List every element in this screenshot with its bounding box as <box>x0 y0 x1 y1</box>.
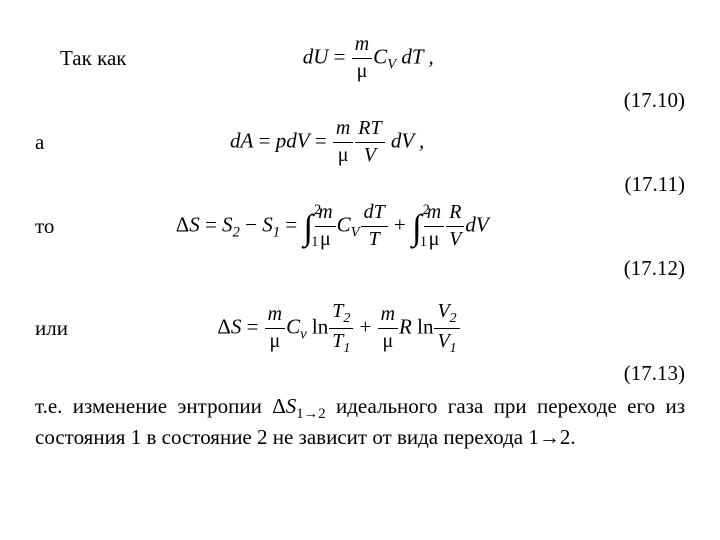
eqnum-row-4: (17.13) <box>35 360 685 387</box>
equation-3: ΔS = S2 − S1 = ∫21mμCVdTT + ∫21mμRVdV <box>54 200 610 253</box>
equation-2: dA = pdV = mμRTV dV , <box>44 116 610 169</box>
equation-number-2: (17.11) <box>610 171 685 198</box>
equation-row-2: а dA = pdV = mμRTV dV , <box>35 116 685 169</box>
paragraph-text: т.е. изменение энтропии ΔS1→2 идеального… <box>35 393 685 452</box>
lead-text-1: Так как <box>35 45 127 72</box>
equation-number-4: (17.13) <box>610 360 685 387</box>
eqnum-row-1: (17.10) <box>35 87 685 114</box>
equation-number-1: (17.10) <box>610 87 685 114</box>
eqnum-row-2: (17.11) <box>35 171 685 198</box>
equation-number-3: (17.12) <box>610 255 685 282</box>
equation-1: dU = mμCV dT , <box>127 32 611 85</box>
equation-4: ΔSΔS = = mμCv lnT2T1 + mμR lnV2V1 <box>68 299 610 358</box>
equation-row-4: или ΔSΔS = = mμCv lnT2T1 + mμR lnV2V1 <box>35 299 685 358</box>
equation-row-3: то ΔS = S2 − S1 = ∫21mμCVdTT + ∫21mμRVdV <box>35 200 685 253</box>
eqnum-row-3: (17.12) <box>35 255 685 282</box>
lead-text-4: или <box>35 315 68 342</box>
lead-text-2: а <box>35 129 44 156</box>
lead-text-3: то <box>35 213 54 240</box>
equation-row-1: Так как dU = mμCV dT , <box>35 32 685 85</box>
